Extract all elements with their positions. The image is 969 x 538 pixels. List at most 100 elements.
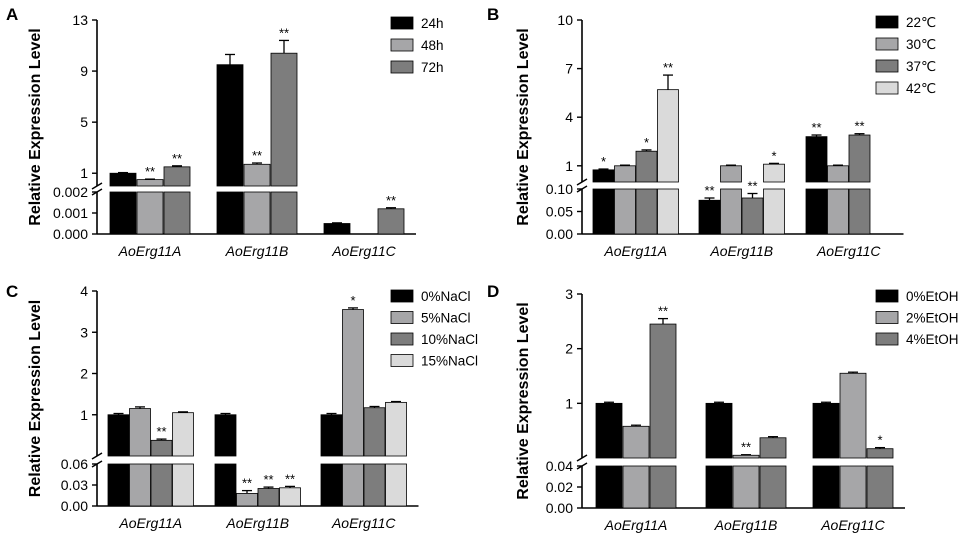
axis-break-mark <box>576 454 588 462</box>
y-tick-label: 0.001 <box>53 205 88 221</box>
y-tick-label: 4 <box>565 109 573 125</box>
panel-letter: D <box>487 282 499 301</box>
legend-label: 15%NaCl <box>421 354 478 369</box>
bar <box>705 402 733 459</box>
significance-label: ** <box>747 179 757 194</box>
y-tick-label: 0.05 <box>546 204 573 220</box>
legend-label: 42℃ <box>906 81 936 96</box>
legend-swatch <box>875 15 899 29</box>
y-tick-label: 0.002 <box>53 184 88 200</box>
bar-lower-segment <box>107 463 130 507</box>
significance-label: ** <box>242 476 252 491</box>
x-category-label: AoErg11B <box>714 517 778 533</box>
y-tick-label: 2 <box>80 366 88 382</box>
bar <box>136 179 164 187</box>
x-category-label: AoErg11B <box>225 515 289 531</box>
y-axis-label: Relative Expression Level <box>27 300 44 497</box>
y-tick-label: 1 <box>80 165 88 181</box>
legend-label: 37℃ <box>906 59 936 74</box>
significance-label: ** <box>263 472 273 487</box>
bar-lower-segment <box>270 191 298 235</box>
y-axis-label: Relative Expression Level <box>515 302 532 499</box>
significance-label: ** <box>252 148 262 163</box>
bar <box>657 89 679 183</box>
bar <box>129 408 151 457</box>
y-tick-label: 0.03 <box>61 477 88 493</box>
bar-lower-segment <box>214 463 237 507</box>
legend-swatch <box>875 332 899 346</box>
bar-lower-segment <box>385 463 407 507</box>
bar <box>812 402 840 459</box>
significance-label: ** <box>658 304 668 319</box>
x-category-label: AoErg11B <box>225 243 289 259</box>
bar-lower-segment <box>812 465 840 509</box>
axis-break-mark <box>91 182 103 190</box>
bar <box>342 309 364 457</box>
bar-lower-segment <box>763 188 785 235</box>
y-tick-label: 9 <box>80 63 88 79</box>
legend-swatch <box>390 60 414 74</box>
legend-swatch <box>390 289 414 303</box>
bar-lower-segment <box>592 188 615 235</box>
bar <box>279 487 301 507</box>
legend-swatch <box>875 59 899 73</box>
legend-swatch <box>390 332 414 346</box>
legend-swatch <box>875 37 899 51</box>
bar <box>848 134 871 183</box>
panel-d: D Relative Expression Level 1 2 3 0.00 0.02 0.0… <box>487 282 959 533</box>
y-tick-label: 0.04 <box>546 458 573 474</box>
legend-swatch <box>875 289 899 303</box>
bar <box>635 150 658 183</box>
legend-swatch <box>390 38 414 52</box>
bar <box>698 199 721 235</box>
bar-lower-segment <box>649 465 677 509</box>
x-category-label: AoErg11B <box>709 243 773 259</box>
x-category-label: AoErg11C <box>331 243 396 259</box>
significance-label: * <box>350 293 355 308</box>
bar <box>385 401 407 457</box>
significance-label: * <box>877 433 882 448</box>
x-category-label: AoErg11A <box>118 515 182 531</box>
legend-swatch <box>875 311 899 324</box>
y-tick-label: 5 <box>80 114 88 130</box>
y-tick-label: 0.00 <box>61 498 88 514</box>
x-category-label: AoErg11C <box>331 515 396 531</box>
legend-swatch <box>390 311 414 324</box>
bar-lower-segment <box>320 463 343 507</box>
bar-lower-segment <box>172 463 194 507</box>
bar <box>805 136 828 183</box>
bar-lower-segment <box>805 188 828 235</box>
panel-b: B Relative Expression Level 1 4 7 10 0.00 0.05 0… <box>487 5 936 259</box>
bar-lower-segment <box>163 191 191 235</box>
bar-lower-segment <box>363 463 386 507</box>
significance-label: ** <box>741 440 751 455</box>
legend-label: 48h <box>421 38 444 53</box>
bar-lower-segment <box>839 465 867 509</box>
bar <box>109 172 137 187</box>
bar <box>363 407 386 457</box>
bar <box>107 414 130 457</box>
bar <box>732 454 760 459</box>
legend-label: 4%EtOH <box>906 332 959 347</box>
bar <box>323 223 351 235</box>
significance-label: ** <box>811 120 821 135</box>
y-tick-label: 0.000 <box>53 226 88 242</box>
bar <box>236 492 258 507</box>
legend-label: 5%NaCl <box>421 311 471 326</box>
bar <box>163 166 191 187</box>
bar-lower-segment <box>136 191 164 235</box>
panel-letter: B <box>487 5 499 24</box>
y-tick-label: 0.00 <box>546 226 573 242</box>
bar-lower-segment <box>614 188 636 235</box>
legend-label: 22℃ <box>906 15 936 30</box>
legend-swatch <box>390 16 414 30</box>
bar <box>377 208 405 235</box>
legend-swatch <box>875 81 899 95</box>
y-tick-label: 1 <box>80 407 88 423</box>
axis-break-mark <box>576 178 588 186</box>
bar <box>622 425 650 459</box>
y-tick-label: 1 <box>565 395 573 411</box>
bar <box>257 488 280 507</box>
significance-label: * <box>601 154 606 169</box>
bar-lower-segment <box>129 463 151 507</box>
